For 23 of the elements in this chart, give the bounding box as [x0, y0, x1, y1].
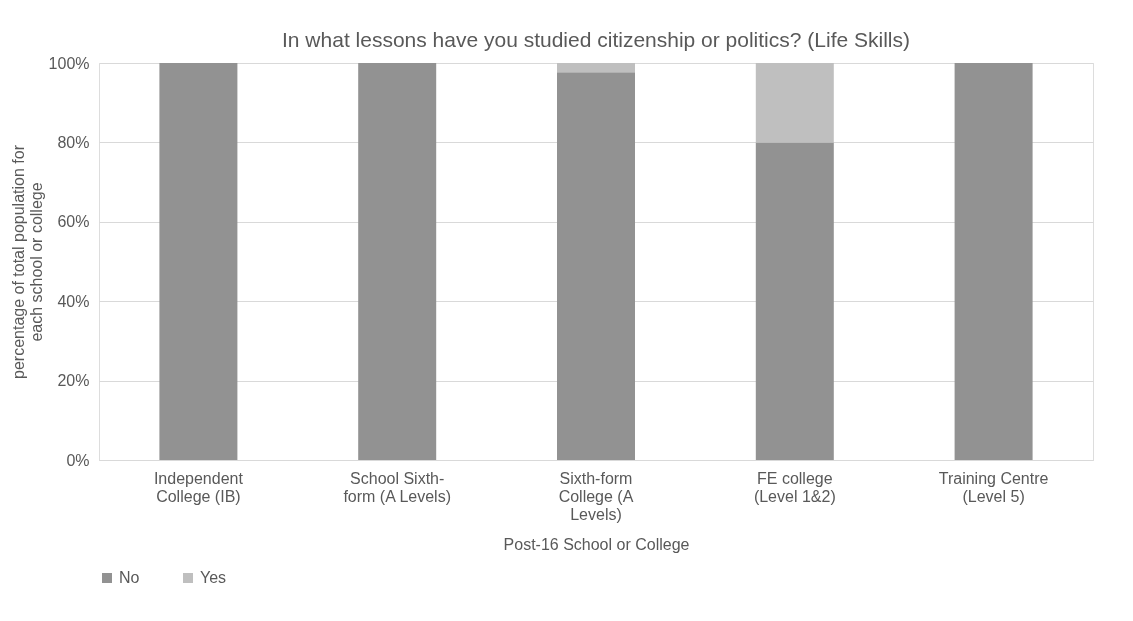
x-tick-label: Sixth-form College (A Levels)	[558, 469, 634, 523]
bar	[557, 63, 635, 73]
bar	[755, 63, 834, 143]
bar	[954, 63, 1033, 460]
bar	[159, 63, 238, 460]
legend-label: Yes	[200, 569, 227, 586]
y-tick-label: 80%	[57, 133, 90, 151]
x-tick-label: School Sixth-form (A Levels)	[343, 469, 451, 505]
x-axis-title: Post-16 School or College	[503, 535, 690, 553]
bar	[557, 72, 635, 460]
x-tick-label: Independent College (IB)	[153, 469, 244, 505]
legend-label: No	[119, 569, 140, 586]
x-tick-label: FE college (Level 1&2)	[753, 469, 836, 505]
bar	[755, 142, 834, 460]
y-tick-label: 100%	[48, 54, 90, 72]
y-tick-label: 20%	[57, 372, 90, 390]
x-tick-label: Training Centre (Level 5)	[938, 469, 1049, 505]
bar	[358, 63, 437, 460]
y-axis-title: percentage of total population for each school or college	[9, 144, 45, 379]
y-tick-label: 40%	[57, 292, 90, 310]
y-tick-label: 0%	[66, 451, 90, 469]
y-tick-label: 60%	[57, 213, 90, 231]
chart-title: In what lessons have you studied citizenship or politics? (Life Skills)	[282, 28, 910, 51]
